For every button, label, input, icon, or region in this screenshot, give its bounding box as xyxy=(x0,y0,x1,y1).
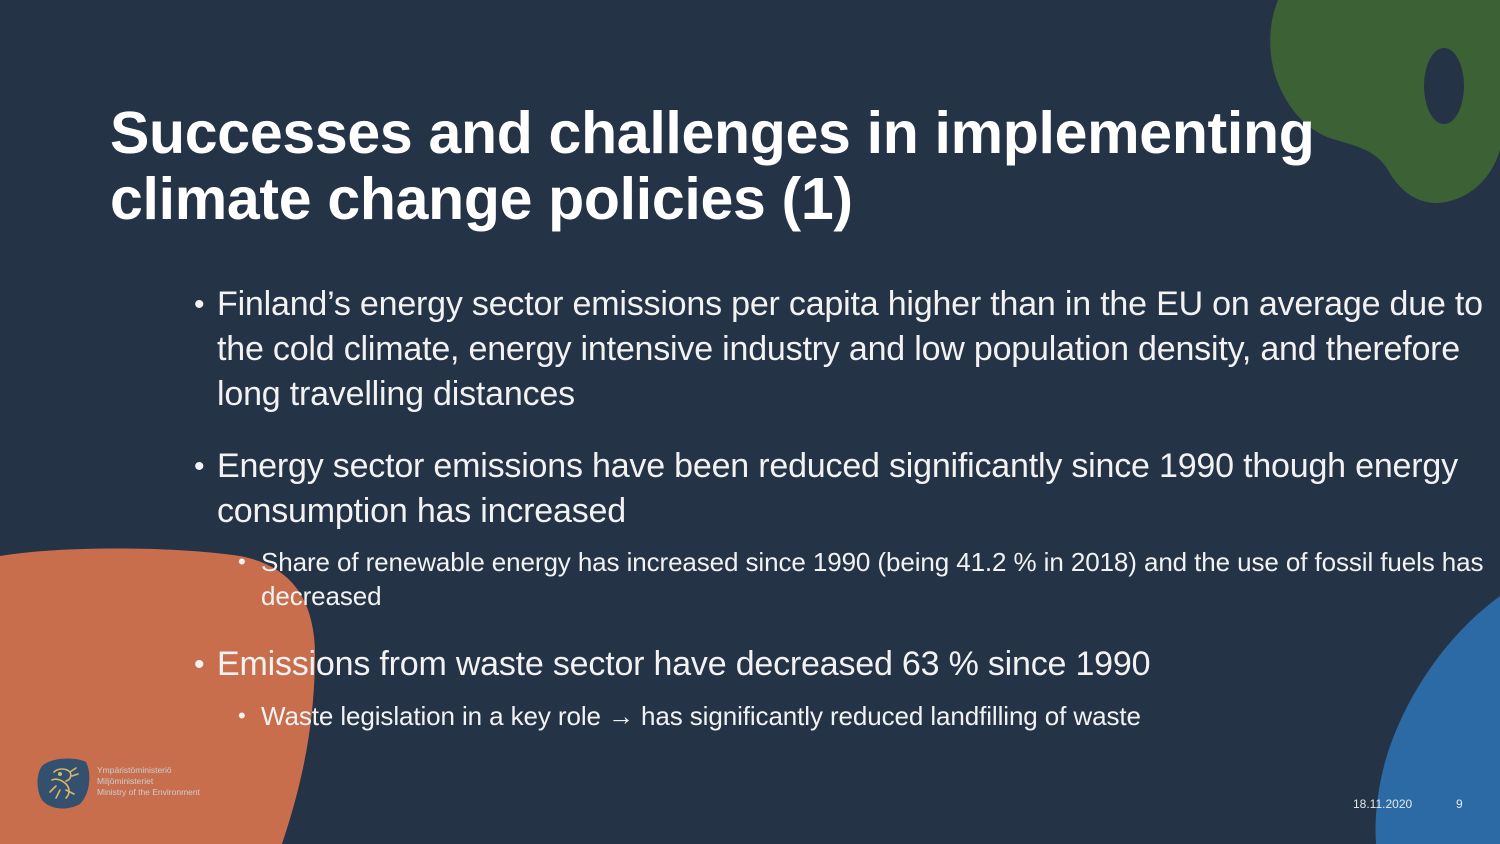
sub-bullet-item: • Waste legislation in a key role → has … xyxy=(238,699,1500,733)
slide-date: 18.11.2020 xyxy=(1353,797,1413,811)
title-line-1: Successes and challenges in implementing xyxy=(110,100,1315,166)
sub-bullet-item: • Share of renewable energy has increase… xyxy=(238,545,1500,613)
ministry-name-finnish: Ympäristöministeriö xyxy=(97,765,172,775)
bullet-text: Finland’s energy sector emissions per ca… xyxy=(217,285,1483,413)
sub-bullet-dot: • xyxy=(238,703,246,728)
ministry-name: Ympäristöministeriö Miljöministeriet Min… xyxy=(97,765,200,798)
bullet-item: • Emissions from waste sector have decre… xyxy=(194,642,1500,687)
ministry-name-english: Ministry of the Environment xyxy=(97,787,200,797)
blue-blob-shape xyxy=(1375,596,1500,844)
bullet-item: • Energy sector emissions have been redu… xyxy=(194,444,1500,534)
slide-page-number: 9 xyxy=(1456,797,1463,811)
title-line-2: climate change policies (1) xyxy=(110,166,853,232)
bullet-dot: • xyxy=(194,648,205,681)
sub-bullet-dot: • xyxy=(238,549,246,574)
ministry-lion-logo-icon xyxy=(37,758,90,809)
green-blob-shape xyxy=(1270,0,1500,203)
bullet-item: • Finland’s energy sector emissions per … xyxy=(194,282,1500,417)
bullet-dot: • xyxy=(194,288,205,321)
bullet-text: Emissions from waste sector have decreas… xyxy=(217,645,1151,683)
bullet-text: Energy sector emissions have been reduce… xyxy=(217,447,1458,530)
sub-bullet-text: Waste legislation in a key role → has si… xyxy=(261,701,1141,731)
slide-title: Successes and challenges in implementing… xyxy=(110,100,1440,232)
ministry-name-swedish: Miljöministeriet xyxy=(97,776,154,786)
bullet-dot: • xyxy=(194,450,205,483)
sub-bullet-text: Share of renewable energy has increased … xyxy=(261,547,1484,611)
